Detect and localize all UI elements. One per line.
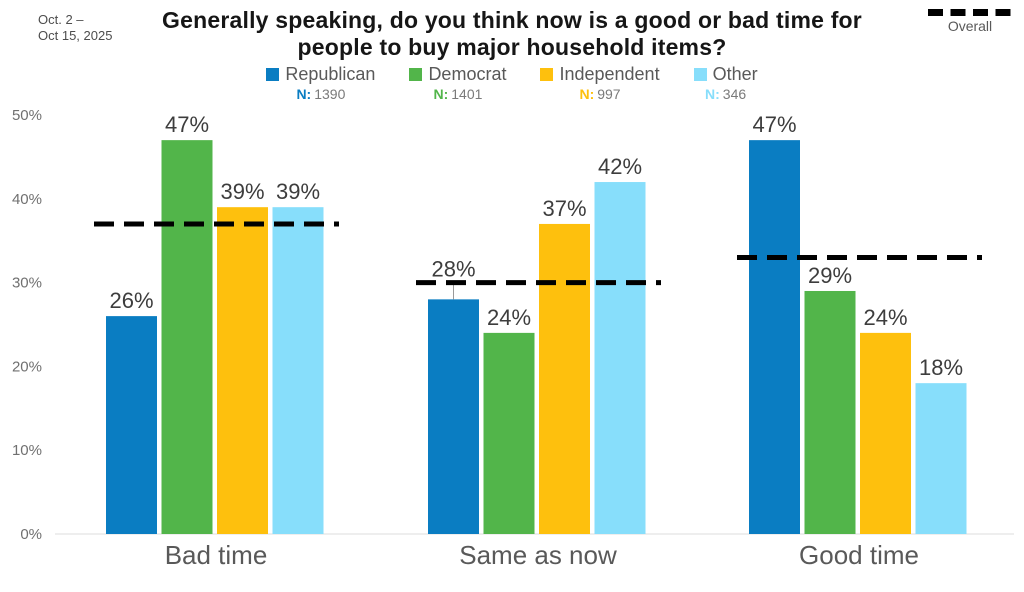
bar-label-independent-good-time: 24% bbox=[863, 305, 907, 330]
y-axis-tick-40: 40% bbox=[12, 191, 42, 208]
legend-n-independent: N: 997 bbox=[540, 86, 659, 102]
bar-label-republican-same-as-now: 28% bbox=[431, 257, 475, 282]
legend-item-republican: Republican N: 1390 bbox=[266, 64, 375, 102]
bar-label-republican-good-time: 47% bbox=[752, 112, 796, 137]
overall-dashed-line-icon bbox=[928, 9, 1012, 16]
bar-label-other-same-as-now: 42% bbox=[598, 154, 642, 179]
legend-n-republican: N: 1390 bbox=[266, 86, 375, 102]
bar-democrat-bad-time bbox=[161, 140, 213, 534]
date-range-line2: Oct 15, 2025 bbox=[38, 28, 113, 43]
legend-label-independent: Independent bbox=[559, 64, 660, 84]
legend-item-independent: Independent N: 997 bbox=[540, 64, 660, 102]
y-axis-tick-30: 30% bbox=[12, 275, 42, 292]
bar-republican-good-time bbox=[749, 140, 800, 534]
bar-other-good-time bbox=[915, 383, 967, 534]
legend-n-value-other: 346 bbox=[722, 86, 747, 102]
bar-independent-bad-time bbox=[217, 207, 268, 534]
chart-title-line2: people to buy major household items? bbox=[297, 34, 727, 60]
overall-legend-label: Overall bbox=[947, 18, 993, 34]
overall-legend: Overall bbox=[926, 8, 1014, 34]
bar-democrat-good-time bbox=[804, 290, 856, 534]
bar-label-independent-bad-time: 39% bbox=[220, 179, 264, 204]
legend-swatch-other bbox=[693, 68, 707, 81]
chart-title-line1: Generally speaking, do you think now is … bbox=[162, 7, 862, 33]
bar-label-democrat-good-time: 29% bbox=[808, 263, 852, 288]
bar-label-other-good-time: 18% bbox=[919, 355, 963, 380]
bar-label-democrat-bad-time: 47% bbox=[165, 112, 209, 137]
legend-label-republican: Republican bbox=[285, 64, 376, 84]
legend-n-other: N: 346 bbox=[694, 86, 758, 102]
bar-other-same-as-now bbox=[594, 182, 646, 535]
bar-republican-same-as-now bbox=[428, 299, 479, 534]
bar-independent-same-as-now bbox=[539, 223, 590, 534]
legend-n-prefix-independent: N: bbox=[579, 86, 595, 102]
legend-swatch-democrat bbox=[409, 68, 423, 81]
legend-n-democrat: N: 1401 bbox=[409, 86, 506, 102]
category-label-same-as-now: Same as now bbox=[459, 540, 617, 570]
legend-n-value-republican: 1390 bbox=[314, 86, 346, 102]
bar-independent-good-time bbox=[860, 332, 911, 534]
legend-swatch-republican bbox=[266, 68, 280, 81]
legend-item-democrat: Democrat N: 1401 bbox=[409, 64, 506, 102]
y-axis-tick-0: 0% bbox=[20, 526, 42, 543]
legend-n-value-independent: 997 bbox=[597, 86, 621, 102]
legend-item-other: Other N: 346 bbox=[693, 64, 758, 102]
legend-n-prefix-other: N: bbox=[705, 86, 720, 102]
bar-label-democrat-same-as-now: 24% bbox=[487, 305, 531, 330]
bar-label-independent-same-as-now: 37% bbox=[542, 196, 586, 221]
y-axis-tick-50: 50% bbox=[12, 107, 42, 124]
date-range-line1: Oct. 2 – bbox=[38, 12, 84, 27]
series-legend: Republican N: 1390 Democrat N: 1401 Independen… bbox=[0, 64, 1024, 102]
bar-label-other-bad-time: 39% bbox=[276, 179, 320, 204]
date-range: Oct. 2 – Oct 15, 2025 bbox=[38, 12, 112, 44]
y-axis-tick-10: 10% bbox=[12, 442, 42, 459]
bar-label-republican-bad-time: 26% bbox=[109, 288, 153, 313]
legend-n-prefix-democrat: N: bbox=[433, 86, 449, 102]
category-label-bad-time: Bad time bbox=[165, 540, 268, 570]
legend-swatch-independent bbox=[540, 68, 554, 81]
legend-label-other: Other bbox=[712, 64, 758, 84]
bar-other-bad-time bbox=[272, 207, 324, 534]
legend-label-democrat: Democrat bbox=[428, 64, 507, 84]
bar-republican-bad-time bbox=[106, 316, 157, 534]
y-axis-tick-20: 20% bbox=[12, 358, 42, 375]
legend-n-value-democrat: 1401 bbox=[451, 86, 483, 102]
category-label-good-time: Good time bbox=[799, 540, 919, 570]
chart-title: Generally speaking, do you think now is … bbox=[0, 7, 1024, 61]
bar-democrat-same-as-now bbox=[483, 332, 535, 534]
legend-n-prefix-republican: N: bbox=[296, 86, 312, 102]
